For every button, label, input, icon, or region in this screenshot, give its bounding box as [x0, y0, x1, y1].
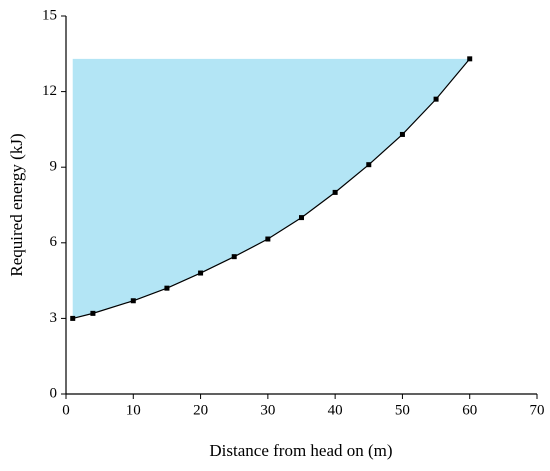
- y-tick-label: 9: [50, 159, 58, 175]
- point: [399, 131, 405, 137]
- y-tick-label: 0: [50, 385, 58, 401]
- point: [265, 236, 271, 242]
- point: [130, 298, 136, 304]
- y-tick-label: 3: [50, 310, 58, 326]
- y-axis-title: Required energy (kJ): [7, 133, 26, 276]
- point: [164, 285, 170, 291]
- x-axis-title: Distance from head on (m): [209, 441, 392, 460]
- x-tick-label: 10: [126, 402, 141, 418]
- point: [332, 189, 338, 195]
- x-tick-label: 0: [62, 402, 70, 418]
- x-tick-label: 20: [193, 402, 208, 418]
- point: [366, 162, 372, 168]
- x-tick-label: 50: [395, 402, 410, 418]
- point: [198, 270, 204, 276]
- point: [90, 310, 96, 316]
- point: [467, 56, 473, 62]
- y-tick-label: 6: [50, 234, 58, 250]
- shaded-area: [72, 58, 470, 319]
- point: [433, 96, 439, 102]
- x-tick-label: 40: [328, 402, 343, 418]
- point: [299, 215, 304, 221]
- x-tick-label: 30: [260, 402, 275, 418]
- x-tick-label: 60: [462, 402, 477, 418]
- y-tick-label: 15: [42, 7, 57, 23]
- x-tick-label: 70: [530, 402, 545, 418]
- point: [231, 254, 237, 260]
- y-tick-label: 12: [42, 83, 57, 99]
- point: [70, 315, 76, 321]
